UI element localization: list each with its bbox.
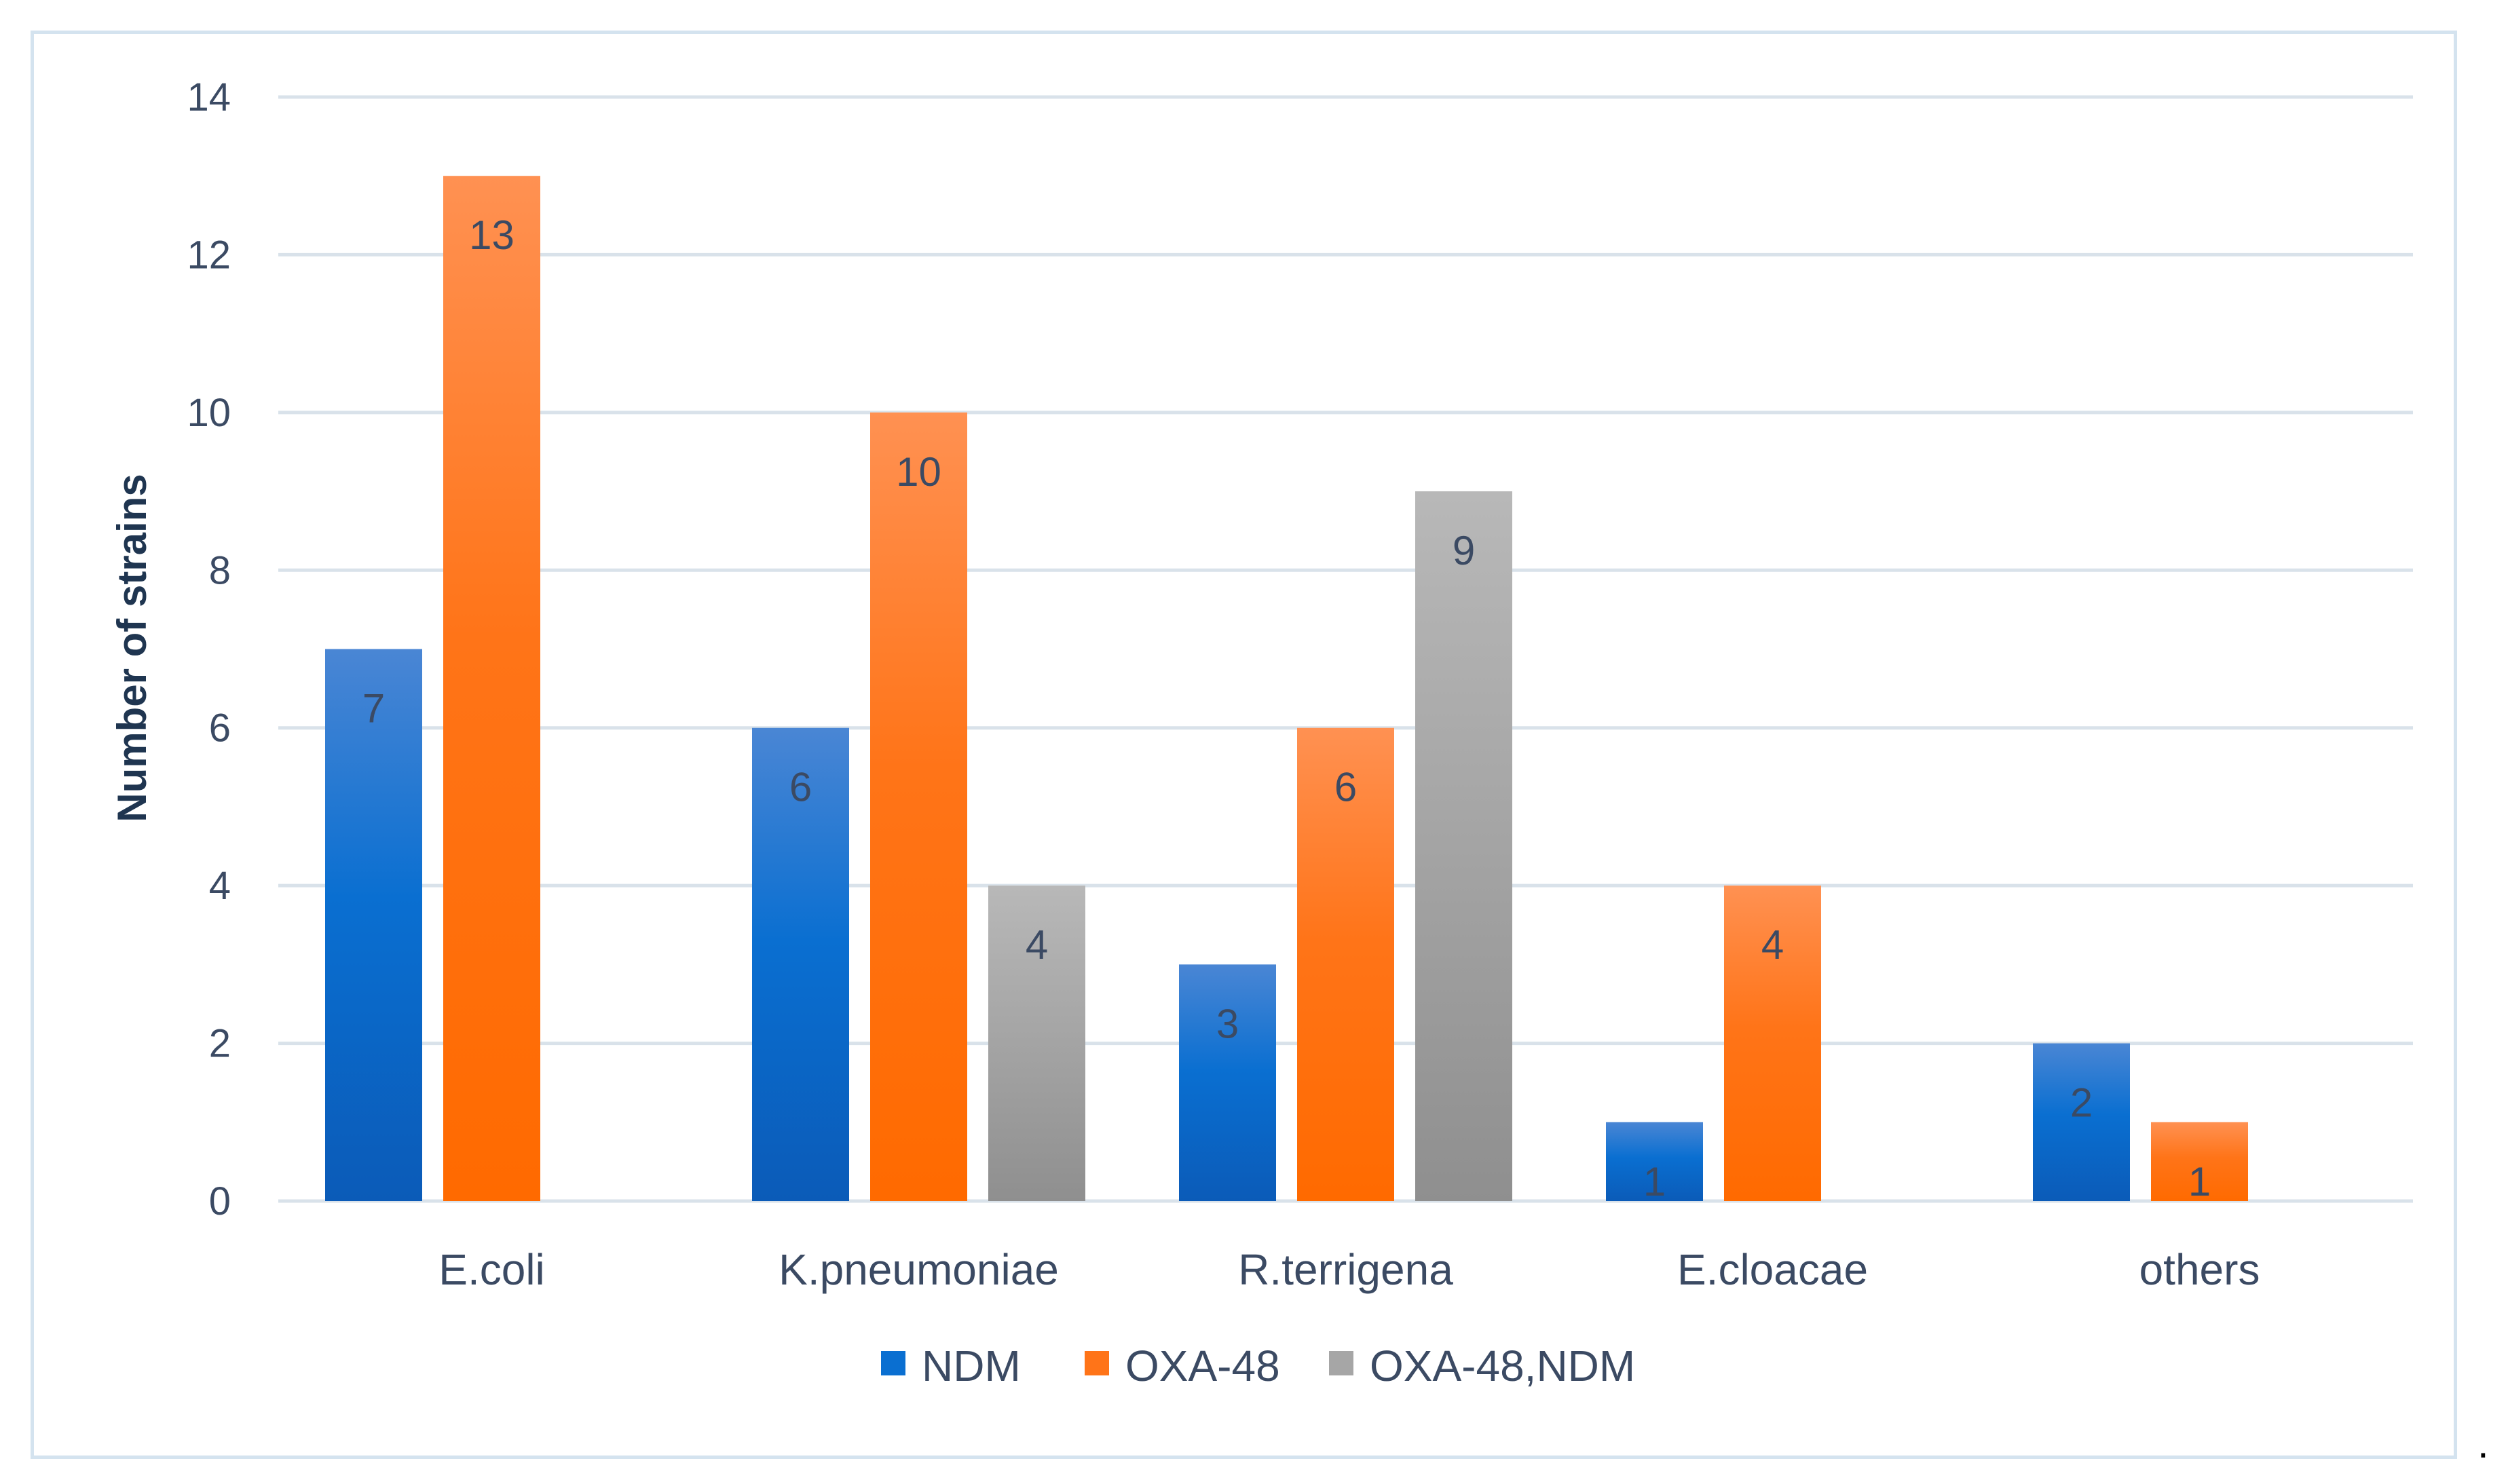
bars — [325, 176, 2248, 1201]
data-label: 1 — [2188, 1159, 2211, 1204]
data-label: 10 — [896, 449, 941, 495]
bar-oxa-48-r-terrigena — [1297, 727, 1394, 1201]
data-labels: 7 13 6 10 4 3 6 9 1 4 2 1 — [362, 212, 2211, 1204]
data-label: 3 — [1216, 1001, 1239, 1046]
legend-swatch — [1085, 1351, 1109, 1375]
y-tick-label: 6 — [209, 706, 231, 750]
data-label: 4 — [1026, 922, 1048, 968]
x-category-label: K.pneumoniae — [779, 1245, 1059, 1294]
x-category-label: E.coli — [438, 1245, 545, 1294]
trailing-dot: . — [2477, 1421, 2489, 1466]
bar-ndm-others — [2033, 1043, 2130, 1201]
y-tick-label: 4 — [209, 864, 231, 908]
data-label: 4 — [1761, 922, 1784, 968]
y-tick-label: 14 — [187, 75, 231, 119]
y-tick-label: 10 — [187, 391, 231, 435]
legend-swatch — [881, 1351, 905, 1375]
bar-oxa-48-ndm-k-pneumoniae — [988, 886, 1085, 1201]
legend-label: OXA-48,NDM — [1370, 1342, 1635, 1390]
chart-frame — [31, 31, 2457, 1459]
y-tick-label: 2 — [209, 1022, 231, 1066]
y-tick-label: 0 — [209, 1179, 231, 1223]
data-label: 9 — [1453, 528, 1475, 573]
bar-ndm-r-terrigena — [1179, 964, 1276, 1201]
legend-label: OXA-48 — [1125, 1342, 1280, 1390]
data-label: 6 — [789, 765, 812, 810]
data-label: 7 — [362, 686, 385, 731]
data-label: 1 — [1643, 1159, 1666, 1204]
bar-ndm-k-pneumoniae — [752, 727, 849, 1201]
data-label: 13 — [469, 212, 514, 258]
bar-oxa-48-e-cloacae — [1724, 886, 1821, 1201]
bar-ndm-e-coli — [325, 649, 422, 1201]
legend-swatch — [1329, 1351, 1353, 1375]
bar-oxa-48-ndm-r-terrigena — [1415, 491, 1512, 1201]
legend-label: NDM — [922, 1342, 1021, 1390]
x-category-label: E.cloacae — [1677, 1245, 1868, 1294]
legend: NDM OXA-48 OXA-48,NDM — [881, 1342, 1635, 1390]
bar-ndm-e-cloacae — [1606, 1122, 1703, 1201]
x-axis-categories: E.coli K.pneumoniae R.terrigena E.cloacae ot… — [438, 1245, 2260, 1294]
bar-oxa-48-k-pneumoniae — [870, 412, 967, 1201]
bar-oxa-48-others — [2151, 1122, 2248, 1201]
data-label: 6 — [1334, 765, 1357, 810]
x-category-label: R.terrigena — [1238, 1245, 1453, 1294]
data-label: 2 — [2070, 1080, 2093, 1126]
bar-oxa-48-e-coli — [443, 176, 540, 1201]
x-category-label: others — [2139, 1245, 2260, 1294]
y-axis-title: Number of strains — [109, 474, 155, 822]
y-tick-label: 8 — [209, 548, 231, 592]
y-axis-ticks: 0 2 4 6 8 10 12 14 — [187, 75, 231, 1223]
y-tick-label: 12 — [187, 233, 231, 277]
